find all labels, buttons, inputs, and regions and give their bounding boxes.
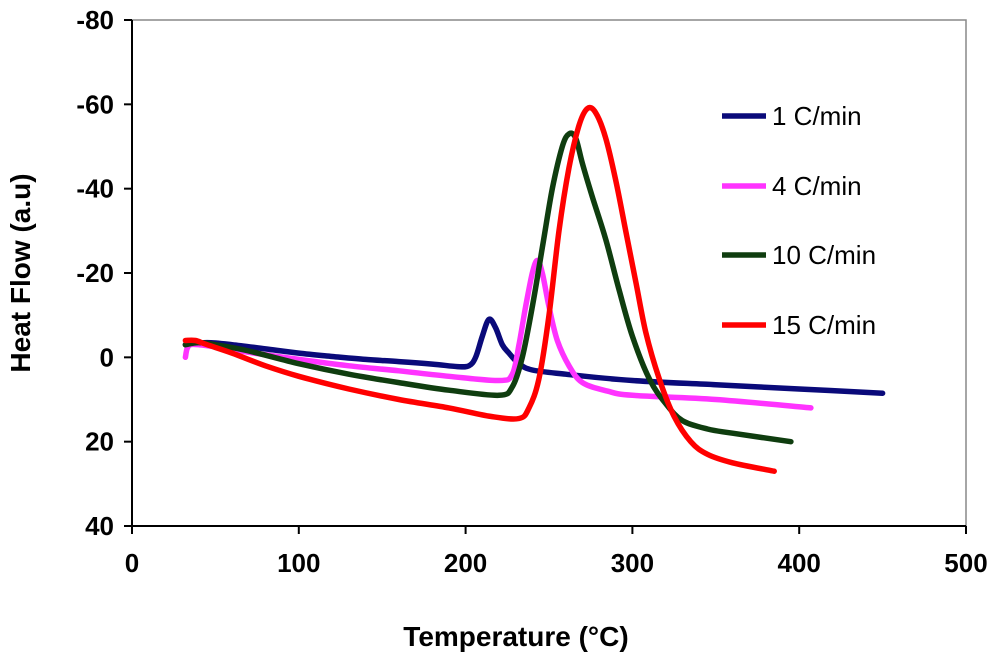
- y-tick-label: 20: [85, 427, 114, 457]
- y-tick-label: -60: [76, 89, 114, 119]
- y-axis-title: Heat Flow (a.u): [5, 173, 36, 372]
- x-tick-label: 400: [778, 548, 821, 578]
- legend-label-1: 1 C/min: [772, 101, 862, 131]
- legend-label-3: 10 C/min: [772, 240, 876, 270]
- y-tick-label: -80: [76, 5, 114, 35]
- series-layer: [182, 104, 886, 474]
- x-tick-label: 100: [277, 548, 320, 578]
- series-line-3: [182, 130, 794, 445]
- y-tick-label: -20: [76, 258, 114, 288]
- series-line-4: [182, 104, 777, 474]
- y-tick-label: -40: [76, 174, 114, 204]
- y-axis-ticks: -80 -60 -40 -20 0 20 40: [76, 5, 132, 541]
- series-line-1: [182, 316, 886, 396]
- x-tick-label: 300: [611, 548, 654, 578]
- x-tick-label: 500: [944, 548, 987, 578]
- legend-label-2: 4 C/min: [772, 171, 862, 201]
- legend-label-4: 15 C/min: [772, 310, 876, 340]
- x-tick-label: 200: [444, 548, 487, 578]
- y-tick-label: 40: [85, 511, 114, 541]
- plot-frame: [131, 19, 967, 527]
- y-tick-label: 0: [100, 342, 114, 372]
- chart-legend: 1 C/min 4 C/min 10 C/min 15 C/min: [722, 101, 876, 340]
- x-axis-ticks: 0 100 200 300 400 500: [125, 526, 988, 578]
- x-axis-title: Temperature (°C): [403, 621, 628, 652]
- x-tick-label: 0: [125, 548, 139, 578]
